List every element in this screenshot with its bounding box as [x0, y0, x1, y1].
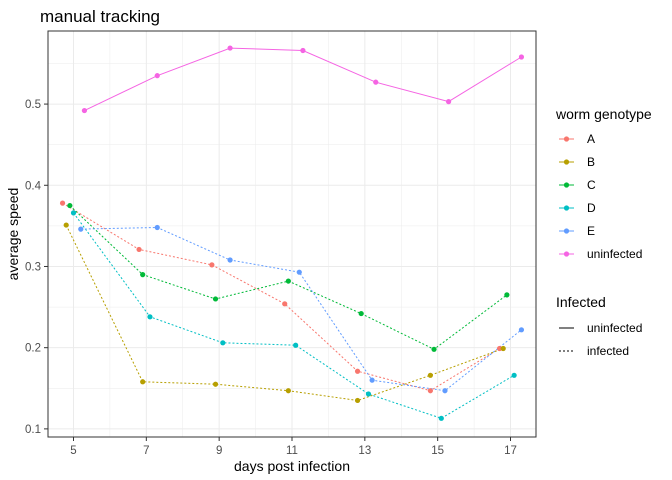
data-point-E: [369, 377, 375, 383]
x-axis: 5 7 9 11 13 15 17: [70, 437, 517, 457]
data-point-E: [78, 226, 84, 232]
data-point-uninfected: [227, 45, 233, 51]
data-point-D: [147, 314, 153, 320]
legend-label-E: E: [587, 224, 595, 238]
legend-label-C: C: [587, 178, 596, 192]
data-point-E: [227, 257, 233, 263]
y-tick-label: 0.4: [25, 180, 42, 192]
data-point-B: [354, 397, 361, 404]
y-tick-label: 0.3: [25, 261, 41, 273]
data-point-B: [63, 222, 69, 228]
legend-label-linetype-infected: infected: [587, 344, 629, 358]
data-point-A: [209, 262, 215, 268]
data-point-A: [136, 246, 142, 253]
x-axis-title: days post infection: [234, 458, 350, 474]
data-point-C: [140, 272, 146, 278]
legend-label-uninfected: uninfected: [587, 247, 642, 261]
data-point-A: [354, 368, 361, 374]
data-point-C: [212, 296, 219, 302]
legend-key-point-D: [563, 205, 570, 211]
y-tick-label: 0.1: [25, 424, 41, 436]
data-point-B: [500, 345, 506, 352]
data-point-uninfected: [81, 107, 88, 114]
data-point-E: [154, 224, 160, 231]
data-point-uninfected: [518, 54, 525, 60]
x-tick-label: 13: [358, 445, 371, 457]
data-point-C: [358, 310, 364, 317]
legend-label-A: A: [587, 132, 595, 146]
legend-label-linetype-uninfected: uninfected: [587, 321, 642, 335]
data-point-A: [427, 388, 433, 394]
data-point-uninfected: [373, 79, 379, 85]
series-points: [59, 45, 525, 421]
data-point-uninfected: [445, 99, 452, 105]
data-point-A: [282, 301, 288, 307]
data-point-E: [518, 327, 525, 333]
data-point-C: [504, 292, 510, 298]
data-point-B: [427, 372, 433, 378]
data-point-E: [442, 388, 448, 394]
data-point-D: [511, 372, 517, 378]
legend-key-point-uninfected: [563, 251, 570, 257]
legend-linetype-entries: uninfected infected: [559, 321, 642, 358]
y-tick-label: 0.2: [25, 343, 41, 355]
y-axis-title: average speed: [5, 188, 21, 281]
data-point-D: [70, 210, 77, 216]
y-axis: 0.1 0.2 0.3 0.4 0.5: [25, 99, 48, 436]
x-tick-label: 17: [504, 445, 517, 457]
data-point-D: [365, 391, 372, 397]
x-tick-label: 7: [143, 445, 149, 457]
data-point-C: [285, 278, 291, 284]
grid-major: [48, 31, 536, 437]
data-point-B: [140, 379, 146, 385]
legend-key-point-A: [563, 136, 570, 142]
data-point-C: [431, 346, 437, 352]
data-point-A: [496, 345, 503, 352]
data-point-C: [67, 202, 73, 209]
legend-label-B: B: [587, 155, 595, 169]
data-point-A: [59, 200, 66, 206]
data-point-D: [438, 415, 444, 421]
legend-key-point-B: [563, 159, 570, 165]
x-tick-label: 9: [216, 445, 222, 457]
plot-panel: [47, 30, 537, 438]
legend-linetype-title: Infected: [556, 294, 606, 310]
data-point-uninfected: [154, 73, 160, 79]
x-tick-label: 15: [431, 445, 444, 457]
data-point-B: [212, 381, 219, 387]
data-point-E: [296, 269, 302, 275]
y-tick-label: 0.5: [25, 99, 41, 111]
data-point-B: [285, 388, 291, 394]
x-tick-label: 5: [70, 445, 76, 457]
legend-key-point-C: [563, 182, 570, 188]
data-point-uninfected: [300, 47, 306, 54]
x-tick-label: 11: [286, 445, 298, 457]
data-point-D: [220, 340, 226, 346]
legend-key-point-E: [563, 228, 570, 234]
legend-color-title: worm genotype: [555, 106, 652, 122]
chart-title: manual tracking: [40, 7, 160, 26]
data-point-D: [293, 342, 299, 348]
legend-label-D: D: [587, 201, 596, 215]
